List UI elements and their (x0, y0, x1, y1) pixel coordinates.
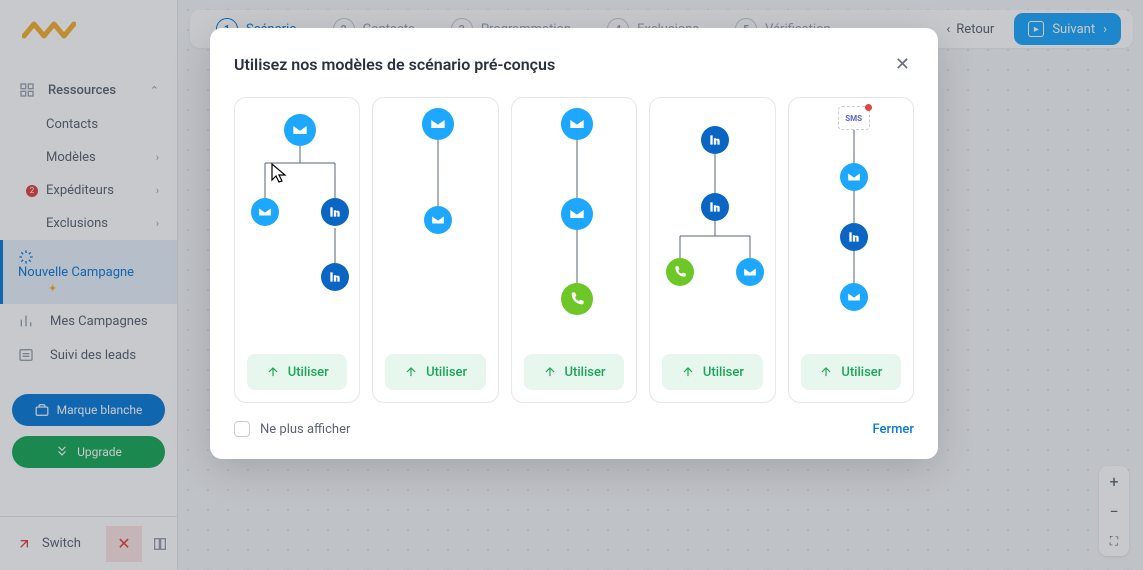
templates-modal: Utilisez nos modèles de scénario pré-con… (210, 28, 938, 459)
email-node-icon (840, 163, 868, 191)
cursor-icon (270, 162, 290, 186)
close-icon[interactable]: ✕ (891, 50, 914, 79)
linkedin-node-icon (321, 263, 349, 291)
email-node-icon (561, 198, 593, 230)
use-template-button[interactable]: Utiliser (385, 354, 485, 390)
email-node-icon (251, 198, 279, 226)
linkedin-node-icon (321, 198, 349, 226)
template-card-1[interactable]: Utiliser (234, 97, 360, 403)
email-node-icon (284, 114, 316, 146)
use-template-button[interactable]: Utiliser (662, 354, 762, 390)
email-node-icon (561, 108, 593, 140)
checkbox-icon (234, 421, 250, 437)
use-template-button[interactable]: Utiliser (524, 354, 624, 390)
linkedin-node-icon (840, 223, 868, 251)
template-card-4[interactable]: Utiliser (649, 97, 775, 403)
sms-node-icon: SMS (838, 106, 870, 130)
email-node-icon (840, 283, 868, 311)
modal-title: Utilisez nos modèles de scénario pré-con… (234, 55, 555, 74)
use-template-button[interactable]: Utiliser (801, 354, 901, 390)
template-card-2[interactable]: Utiliser (372, 97, 498, 403)
no-show-checkbox[interactable]: Ne plus afficher (234, 421, 350, 437)
template-card-3[interactable]: Utiliser (511, 97, 637, 403)
use-template-button[interactable]: Utiliser (247, 354, 347, 390)
template-card-5[interactable]: SMS Utiliser (788, 97, 914, 403)
phone-node-icon (561, 283, 593, 315)
dismiss-button[interactable]: Fermer (873, 422, 914, 437)
